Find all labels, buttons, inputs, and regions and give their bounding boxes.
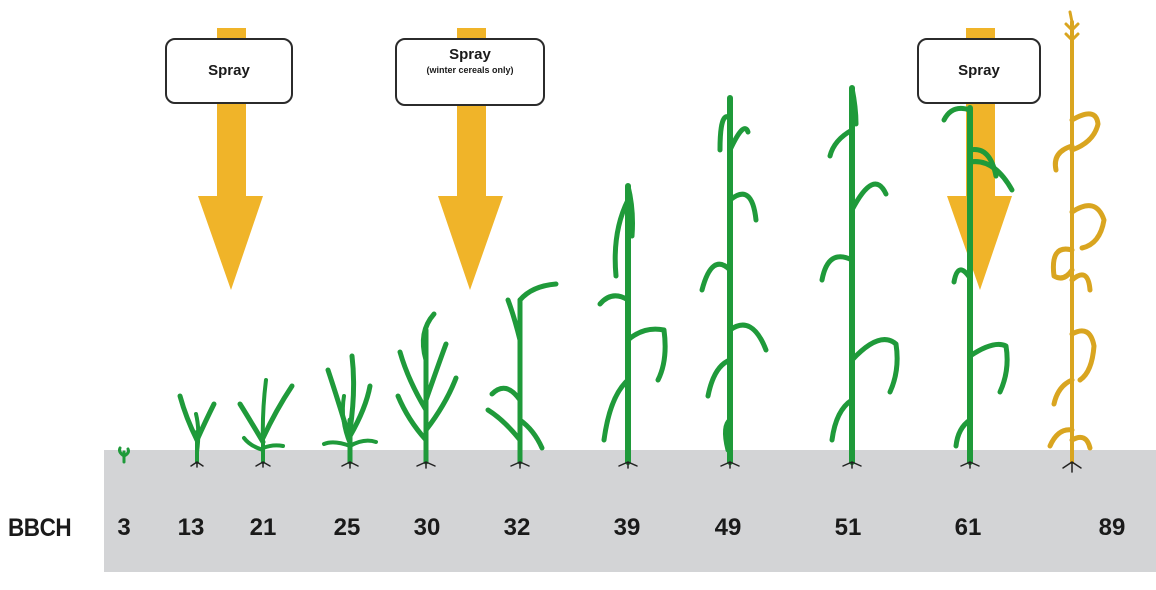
plant-bbch-32 [485,281,559,465]
plant-bbch-21 [237,378,295,464]
stage-label: 30 [413,514,441,541]
plant-bbch-61 [941,105,1015,465]
spray-arrow-3 [947,28,1012,290]
stage-label: 21 [249,514,277,541]
stage-label: 49 [714,514,742,541]
spray-box-label: Spray [449,46,491,63]
spray-box-note: (winter cereals only) [426,65,514,75]
spray-arrow-1 [198,28,263,290]
plant-bbch-30 [395,311,459,465]
plant-bbch-49 [699,95,769,465]
plant-bbch-13 [177,393,217,464]
spray-box-3: Spray [917,38,1041,104]
spray-box-label: Spray [958,62,1000,79]
plant-bbch-89 [1047,10,1107,464]
spray-box-2: Spray (winter cereals only) [395,38,545,106]
stage-label: 3 [117,514,131,541]
spray-box-1: Spray [165,38,293,104]
stage-label: 39 [613,514,641,541]
stage-label: 89 [1098,514,1126,541]
plant-bbch-25 [322,353,378,465]
stage-label: 51 [834,514,862,541]
roots [190,461,1082,473]
spray-box-label: Spray [208,62,250,79]
plant-bbch-51 [819,85,900,465]
plant-bbch-3 [118,446,130,464]
spray-arrow-2 [438,28,503,290]
bbch-axis-label: BBCH [8,514,72,542]
stage-label: 13 [177,514,205,541]
stage-label: 61 [954,514,982,541]
plant-bbch-39 [597,183,668,465]
stage-label: 32 [503,514,531,541]
stage-label: 25 [333,514,361,541]
ground-band [104,450,1156,572]
